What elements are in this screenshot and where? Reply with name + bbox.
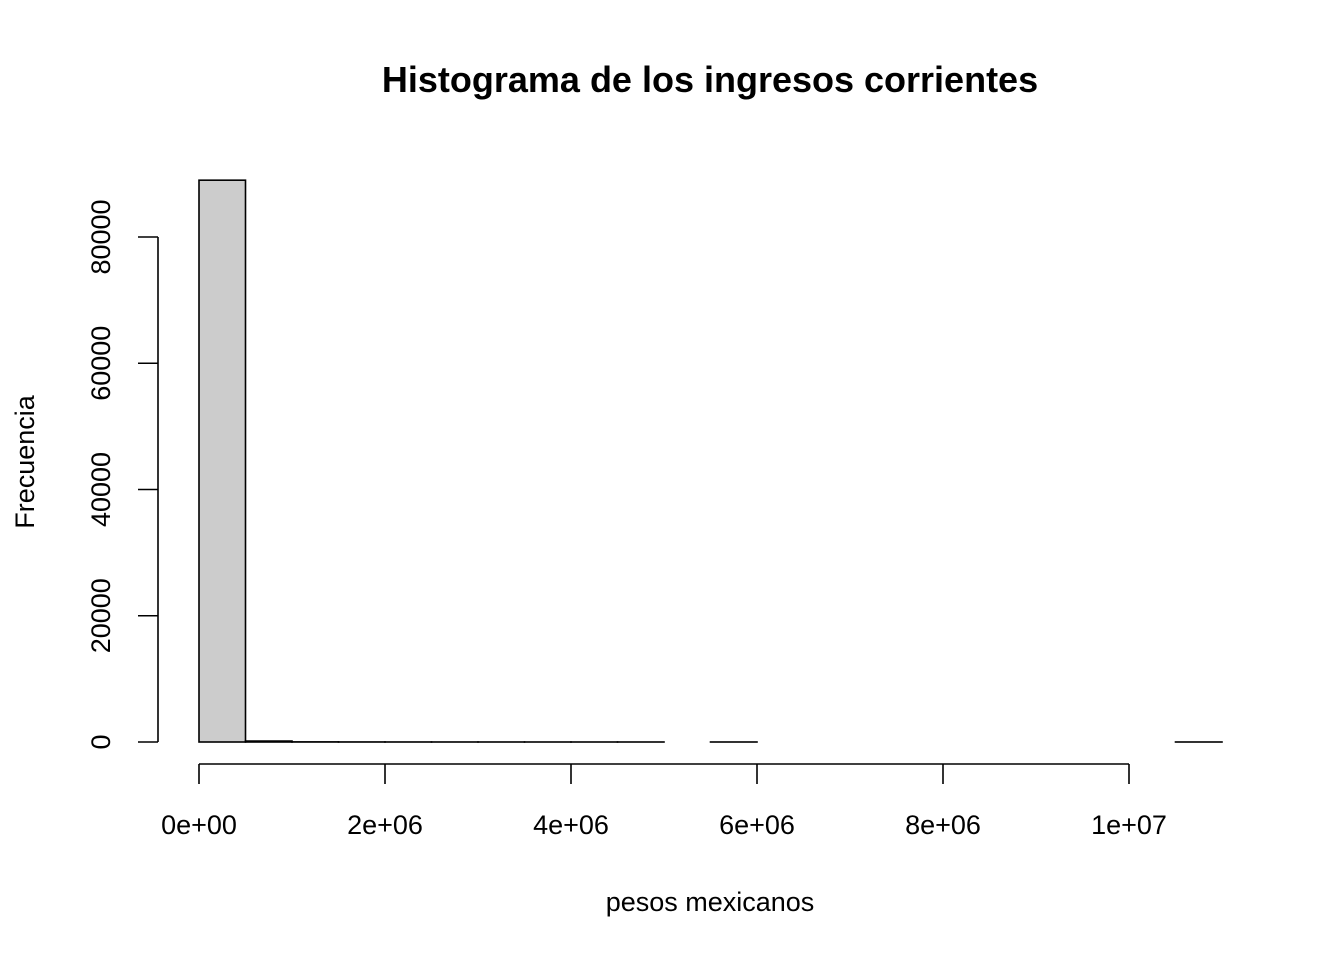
histogram-bars [198,179,1223,743]
histogram-bar [244,740,293,743]
x-tick-label: 2e+06 [347,810,423,840]
y-tick-label: 20000 [86,578,116,653]
x-tick-label: 6e+06 [719,810,795,840]
x-axis: 0e+00 2e+06 4e+06 6e+06 8e+06 1e+07 [161,763,1167,840]
y-tick-label: 60000 [86,326,116,401]
chart-title: Histograma de los ingresos corrientes [382,59,1038,100]
x-axis-label: pesos mexicanos [606,887,815,917]
x-tick-label: 0e+00 [161,810,237,840]
x-tick-label: 1e+07 [1091,810,1167,840]
y-tick-label: 80000 [86,199,116,274]
y-tick-label: 40000 [86,452,116,527]
y-tick-label: 0 [86,734,116,749]
y-axis-label: Frecuencia [10,394,40,529]
x-tick-label: 4e+06 [533,810,609,840]
x-tick-label: 8e+06 [905,810,981,840]
y-axis: 0 20000 40000 60000 80000 [86,199,159,750]
histogram-bar [198,179,247,743]
